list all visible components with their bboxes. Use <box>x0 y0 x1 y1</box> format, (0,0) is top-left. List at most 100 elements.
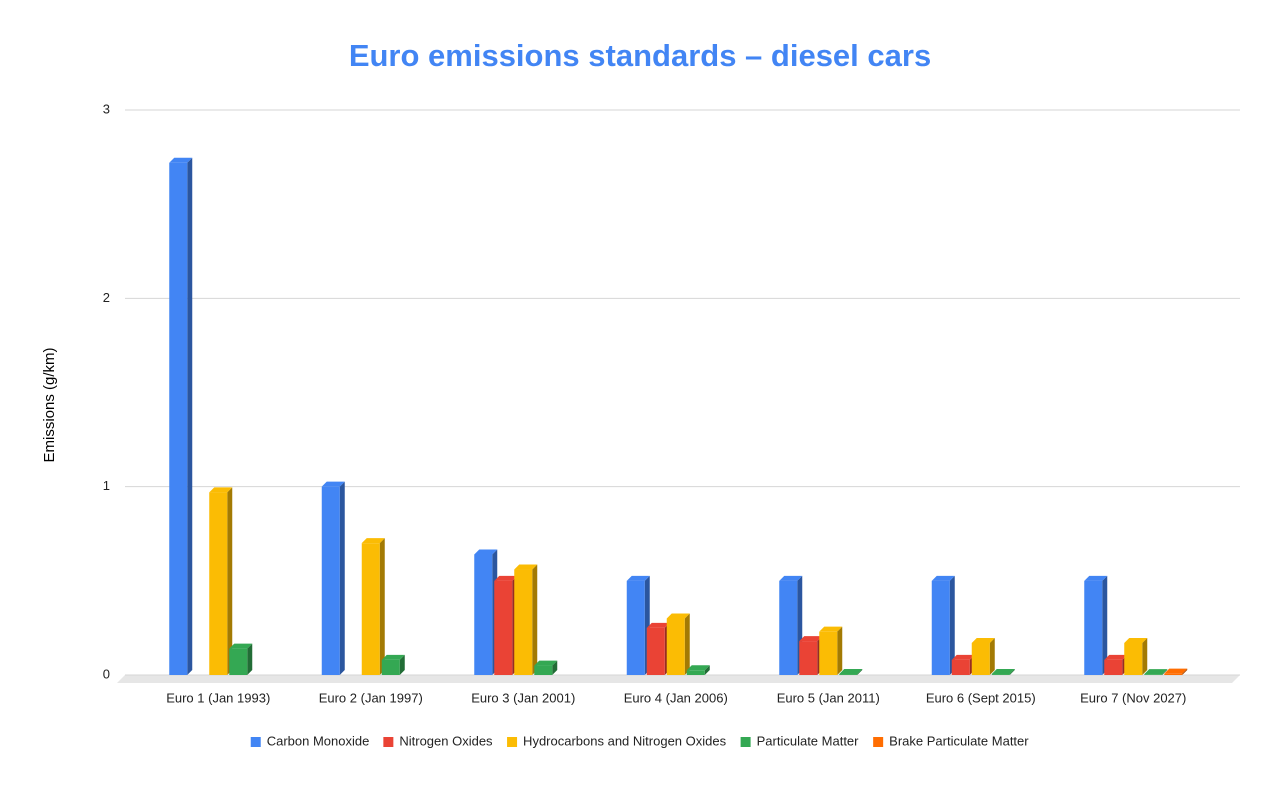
bar-front <box>971 642 990 675</box>
x-tick-label: Euro 6 (Sept 2015) <box>926 690 1036 705</box>
bar-front <box>951 659 970 675</box>
legend-swatch <box>250 737 261 747</box>
bar-top <box>1084 575 1108 581</box>
bar <box>361 538 385 675</box>
bar-top <box>971 637 995 643</box>
bar-side <box>247 643 253 675</box>
bar <box>971 637 995 675</box>
bar-top <box>1124 637 1148 643</box>
x-tick-label: Euro 7 (Nov 2027) <box>1080 690 1186 705</box>
bar-front <box>1164 673 1183 675</box>
bar <box>494 575 518 675</box>
legend-label: Particulate Matter <box>757 733 860 748</box>
bar-side <box>1142 637 1148 675</box>
bar <box>626 575 650 675</box>
bar <box>534 660 558 675</box>
chart-floor <box>117 675 1240 683</box>
bar-front <box>666 618 685 675</box>
bar-top <box>779 575 803 581</box>
bar-front <box>1084 580 1103 675</box>
bar-side <box>1182 668 1188 675</box>
bar <box>666 613 690 675</box>
bar-top <box>646 622 670 628</box>
bar-front <box>686 670 705 675</box>
legend-label: Carbon Monoxide <box>267 733 370 748</box>
legend-swatch <box>740 737 751 747</box>
bar-side <box>552 660 558 675</box>
x-tick-label: Euro 1 (Jan 1993) <box>166 690 270 705</box>
bar-side <box>1162 669 1168 675</box>
bar <box>1144 669 1168 675</box>
bar-front <box>474 554 493 675</box>
bar-top <box>839 669 863 675</box>
bar-front <box>494 580 513 675</box>
bar-side <box>837 626 843 675</box>
bar-side <box>949 575 955 675</box>
bar-side <box>399 654 405 675</box>
bar-top <box>361 538 385 544</box>
legend-item: Hydrocarbons and Nitrogen Oxides <box>507 733 727 748</box>
bar-top <box>799 636 823 642</box>
bar-top <box>666 613 690 619</box>
bar <box>819 626 843 675</box>
bar-top <box>381 654 405 660</box>
bar <box>799 636 823 675</box>
legend-swatch <box>873 737 884 747</box>
x-tick-label: Euro 4 (Jan 2006) <box>624 690 728 705</box>
bar <box>951 654 975 675</box>
bar <box>1124 637 1148 675</box>
bar-front <box>626 580 645 675</box>
bar <box>991 669 1015 675</box>
bar-side <box>1009 669 1015 675</box>
bar-top <box>514 564 538 570</box>
bar-top <box>931 575 955 581</box>
bar-top <box>991 669 1015 675</box>
bar-front <box>799 641 818 675</box>
bar-top <box>209 487 233 493</box>
bar <box>839 669 863 675</box>
y-axis-title: Emissions (g/km) <box>41 347 58 462</box>
bar-front <box>991 674 1010 675</box>
bar-side <box>187 157 193 675</box>
bar <box>779 575 803 675</box>
bar <box>381 654 405 675</box>
bar-top <box>1104 654 1128 660</box>
bar-front <box>819 631 838 675</box>
bar-front <box>514 569 533 675</box>
bar-side <box>1102 575 1108 675</box>
bar-side <box>684 613 690 675</box>
legend-item: Particulate Matter <box>740 733 860 748</box>
legend-item: Nitrogen Oxides <box>383 733 493 748</box>
bar-front <box>209 492 228 675</box>
bar-front <box>321 486 340 675</box>
bar-top <box>169 157 193 163</box>
bar-top <box>951 654 975 660</box>
bar-side <box>532 564 538 675</box>
legend-item: Carbon Monoxide <box>250 733 370 748</box>
y-tick-label: 1 <box>103 478 110 493</box>
bar <box>931 575 955 675</box>
bar <box>169 157 193 675</box>
bar-front <box>1104 659 1123 675</box>
bar-front <box>229 648 248 675</box>
bar-front <box>646 627 665 675</box>
bar-side <box>989 637 995 675</box>
x-tick-label: Euro 3 (Jan 2001) <box>471 690 575 705</box>
bar-top <box>1144 669 1168 675</box>
y-tick-label: 3 <box>103 101 110 116</box>
bar-top <box>494 575 518 581</box>
bar <box>1104 654 1128 675</box>
x-tick-label: Euro 2 (Jan 1997) <box>319 690 423 705</box>
bar <box>321 481 345 675</box>
legend-label: Brake Particulate Matter <box>889 733 1029 748</box>
bar-front <box>1144 674 1163 675</box>
bar-top <box>626 575 650 581</box>
legend-label: Hydrocarbons and Nitrogen Oxides <box>523 733 727 748</box>
bar-side <box>379 538 385 675</box>
bar-top <box>534 660 558 666</box>
bar-top <box>819 626 843 632</box>
bar-top <box>321 481 345 487</box>
legend-item: Brake Particulate Matter <box>873 733 1029 748</box>
chart-title: Euro emissions standards – diesel cars <box>349 38 931 73</box>
